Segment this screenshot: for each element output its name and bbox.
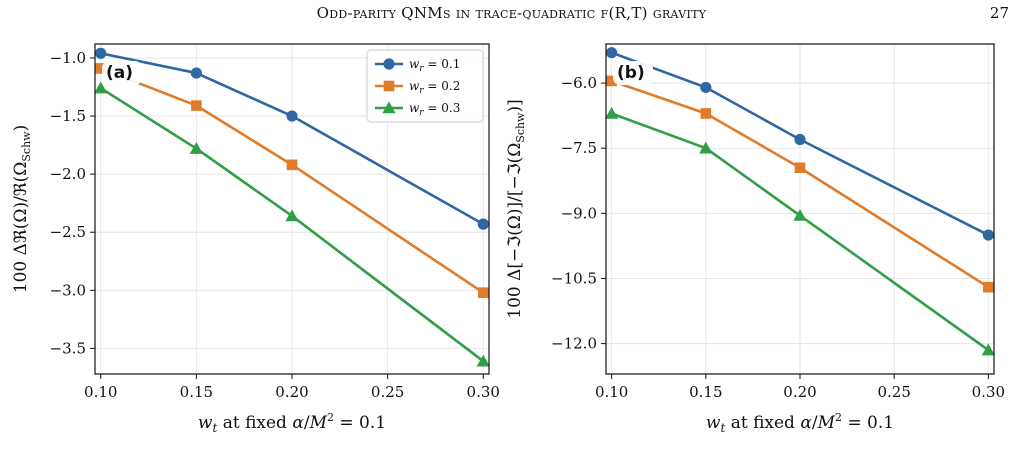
y-tick-label: −2.5 [50, 223, 86, 241]
data-point-wr-3-1 [189, 141, 203, 154]
data-point-wr-2-1 [191, 100, 202, 111]
x-tick-label: 0.20 [783, 383, 816, 401]
chart-panel-b: 0.10 0.15 0.20 0.25 0.30 −6.0 −7.5 −9.0 −10.5 −12… [505, 43, 1005, 435]
data-point-wr-3-3 [981, 343, 995, 356]
data-point-wr-2-0 [606, 75, 617, 87]
x-tick-label: 0.15 [689, 383, 722, 401]
legend-entry-label: wr = 0.2 [409, 79, 460, 96]
data-point-wr-2-2 [286, 159, 298, 171]
data-point-wr-2-2 [794, 162, 806, 174]
series-line-wr-1 [100, 52, 484, 226]
y-tick-label: −10.5 [551, 269, 597, 287]
data-point-wr-1-2 [794, 133, 806, 146]
panel-tag: (b) [617, 63, 645, 83]
x-axis-label: wt at fixed α/M2 = 0.1 [198, 411, 386, 435]
legend-entry-label: wr = 0.3 [409, 101, 460, 118]
y-tick-label: −3.0 [50, 281, 86, 299]
legend-box [366, 49, 484, 123]
x-tick-label: 0.10 [84, 383, 117, 401]
series-line-wr-3 [611, 112, 990, 352]
panel-tag: (a) [106, 63, 133, 83]
legend-marker [383, 80, 395, 92]
x-tick-label: 0.30 [972, 383, 1005, 401]
series-line-wr-2 [100, 67, 484, 294]
running-head: Odd-parity QNMs in trace-quadratic f(R,T… [0, 4, 1023, 24]
panel-tag-background [102, 61, 142, 85]
x-axis-label: wt at fixed α/M2 = 0.1 [706, 411, 894, 435]
legend-marker [383, 58, 395, 70]
x-tick-label: 0.10 [595, 383, 628, 401]
page-number: 27 [989, 4, 1009, 22]
y-tick-label: −7.5 [561, 139, 597, 157]
data-point-wr-1-0 [95, 47, 107, 59]
x-tick-label: 0.20 [275, 383, 308, 401]
data-point-wr-1-1 [700, 81, 712, 94]
data-point-wr-3-2 [793, 208, 807, 221]
data-point-wr-2-1 [700, 108, 712, 119]
x-tick-label: 0.25 [877, 383, 910, 401]
y-tick-label: −1.5 [50, 107, 86, 125]
series-line-wr-2 [611, 79, 990, 289]
legend: wr = 0.1 wr = 0.2 wr = 0.3 [366, 49, 484, 123]
x-tick-label: 0.30 [467, 383, 500, 401]
data-point-wr-3-0 [94, 81, 108, 94]
data-point-wr-1-0 [606, 47, 618, 59]
y-axis-label: 100 Δ[−ℑ(Ω)]/[−ℑ(ΩSchw)] [505, 99, 527, 319]
y-tick-label: −3.5 [50, 339, 86, 357]
data-point-wr-2-3 [983, 281, 994, 293]
data-point-wr-1-1 [190, 67, 202, 79]
y-tick-label: −12.0 [551, 335, 597, 353]
data-point-wr-1-3 [477, 218, 489, 230]
data-point-wr-3-0 [605, 106, 619, 119]
data-point-wr-3-2 [285, 209, 299, 222]
data-point-wr-3-1 [699, 141, 713, 154]
data-point-wr-2-3 [477, 287, 489, 298]
x-tick-label: 0.15 [180, 383, 213, 401]
y-tick-label: −6.0 [561, 74, 597, 92]
legend-marker [382, 101, 396, 114]
running-title: Odd-parity QNMs in trace-quadratic f(R,T… [316, 4, 707, 22]
y-tick-label: −9.0 [561, 204, 597, 222]
data-point-wr-2-0 [95, 63, 107, 74]
panel-tag-background [613, 61, 653, 85]
series-line-wr-1 [611, 51, 989, 237]
y-tick-label: −2.0 [50, 165, 86, 183]
series-line-wr-3 [100, 87, 485, 363]
chart-panel-a: 0.10 0.15 0.20 0.25 0.30 −1.0 −1.5 −2.0 −2.5 −3.0… [11, 43, 500, 435]
x-tick-label: 0.25 [371, 383, 404, 401]
data-point-wr-1-3 [982, 229, 994, 241]
legend-entry-label: wr = 0.1 [409, 57, 460, 74]
y-tick-label: −1.0 [50, 49, 86, 67]
data-point-wr-3-3 [476, 354, 490, 367]
data-point-wr-1-2 [286, 110, 298, 122]
y-axis-label: 100 Δℜ(Ω)/ℜ(ΩSchw) [11, 125, 33, 293]
